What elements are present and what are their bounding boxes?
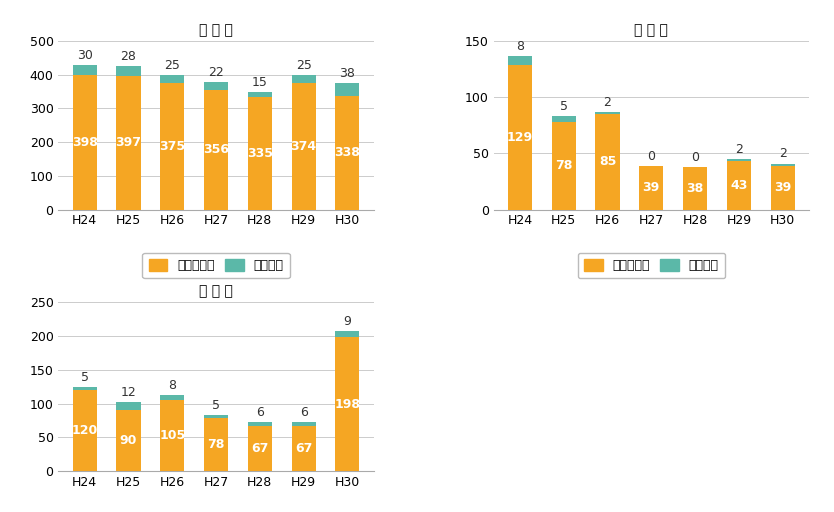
Bar bbox=[335, 83, 359, 96]
Text: 38: 38 bbox=[686, 182, 704, 195]
Bar bbox=[248, 426, 272, 471]
Text: 39: 39 bbox=[643, 181, 660, 194]
Text: 5: 5 bbox=[81, 371, 88, 383]
Bar bbox=[595, 114, 620, 209]
Text: 67: 67 bbox=[251, 442, 269, 455]
Bar bbox=[292, 83, 315, 209]
Bar bbox=[248, 422, 272, 426]
Text: 67: 67 bbox=[295, 442, 312, 455]
Text: 8: 8 bbox=[516, 39, 524, 53]
Text: 39: 39 bbox=[774, 181, 791, 194]
Bar bbox=[335, 331, 359, 337]
Text: 38: 38 bbox=[339, 67, 355, 80]
Bar bbox=[726, 159, 751, 161]
Bar bbox=[73, 65, 97, 75]
Bar bbox=[73, 75, 97, 209]
Bar bbox=[726, 161, 751, 209]
Bar bbox=[204, 82, 229, 90]
Bar bbox=[639, 166, 663, 209]
Text: 5: 5 bbox=[560, 100, 568, 113]
Bar bbox=[595, 112, 620, 114]
Bar bbox=[248, 97, 272, 209]
Bar bbox=[117, 76, 141, 209]
Text: 105: 105 bbox=[159, 429, 185, 442]
Text: 6: 6 bbox=[256, 406, 264, 419]
Bar bbox=[204, 90, 229, 209]
Text: 398: 398 bbox=[72, 136, 98, 149]
Text: 0: 0 bbox=[691, 151, 699, 164]
Text: 356: 356 bbox=[203, 143, 229, 156]
Bar bbox=[771, 163, 795, 166]
Text: 30: 30 bbox=[77, 49, 93, 62]
Legend: 非重大事故, 重大事故: 非重大事故, 重大事故 bbox=[143, 253, 290, 279]
Bar bbox=[771, 166, 795, 209]
Text: 2: 2 bbox=[779, 147, 786, 160]
Text: 78: 78 bbox=[208, 438, 224, 451]
Text: 129: 129 bbox=[507, 131, 533, 143]
Bar bbox=[160, 400, 184, 471]
Title: 有 線 系: 有 線 系 bbox=[199, 285, 233, 298]
Bar bbox=[117, 410, 141, 471]
Bar bbox=[335, 337, 359, 471]
Text: 22: 22 bbox=[208, 66, 224, 79]
Legend: 非重大事故, 重大事故: 非重大事故, 重大事故 bbox=[577, 253, 725, 279]
Bar bbox=[117, 402, 141, 410]
Bar bbox=[552, 122, 575, 209]
Bar bbox=[508, 56, 532, 65]
Text: 2: 2 bbox=[735, 143, 743, 156]
Text: 15: 15 bbox=[252, 76, 268, 89]
Text: 120: 120 bbox=[72, 424, 98, 437]
Text: 2: 2 bbox=[604, 96, 611, 109]
Bar bbox=[160, 75, 184, 83]
Text: 12: 12 bbox=[121, 386, 137, 399]
Text: 28: 28 bbox=[121, 50, 137, 63]
Text: 43: 43 bbox=[730, 179, 747, 192]
Text: 85: 85 bbox=[599, 155, 616, 168]
Bar bbox=[117, 66, 141, 76]
Text: 374: 374 bbox=[290, 140, 317, 153]
Text: 338: 338 bbox=[334, 146, 360, 159]
Bar bbox=[73, 387, 97, 390]
Bar bbox=[683, 167, 707, 209]
Bar bbox=[335, 96, 359, 209]
Text: 25: 25 bbox=[164, 59, 180, 72]
Bar bbox=[204, 418, 229, 471]
Bar bbox=[292, 75, 315, 83]
Bar bbox=[160, 83, 184, 209]
Text: 25: 25 bbox=[296, 59, 312, 72]
Bar bbox=[292, 426, 315, 471]
Text: 397: 397 bbox=[116, 136, 142, 149]
Text: 375: 375 bbox=[159, 140, 185, 153]
Text: 6: 6 bbox=[299, 406, 308, 419]
Bar bbox=[552, 116, 575, 122]
Text: 335: 335 bbox=[247, 146, 273, 160]
Bar bbox=[292, 422, 315, 426]
Bar bbox=[73, 390, 97, 471]
Bar bbox=[248, 92, 272, 97]
Bar bbox=[508, 65, 532, 209]
Bar bbox=[160, 395, 184, 400]
Text: 78: 78 bbox=[555, 159, 572, 172]
Text: 0: 0 bbox=[647, 150, 656, 163]
Title: 地 上 系: 地 上 系 bbox=[199, 23, 233, 37]
Text: 5: 5 bbox=[212, 399, 220, 412]
Text: 198: 198 bbox=[334, 398, 360, 411]
Title: 衛 星 系: 衛 星 系 bbox=[635, 23, 668, 37]
Bar bbox=[204, 415, 229, 418]
Text: 90: 90 bbox=[120, 434, 138, 447]
Text: 9: 9 bbox=[344, 315, 351, 328]
Text: 8: 8 bbox=[168, 379, 176, 392]
